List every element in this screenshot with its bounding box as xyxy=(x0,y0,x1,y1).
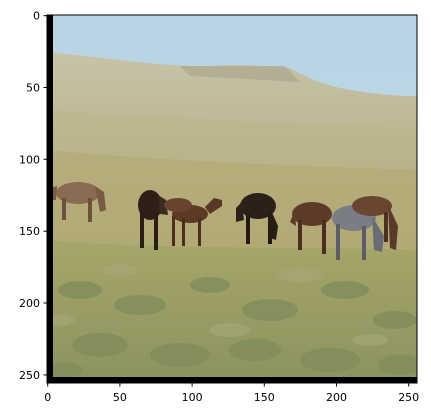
y-tick-label: 50 xyxy=(26,82,40,95)
x-axis: 0 50 100 150 200 250 xyxy=(44,383,419,404)
x-tick-label: 150 xyxy=(254,391,275,404)
x-tick-label: 100 xyxy=(182,391,203,404)
y-axis: 0 50 100 150 200 250 xyxy=(19,10,47,382)
y-tick-label: 200 xyxy=(19,297,40,310)
x-tick-label: 50 xyxy=(113,391,127,404)
x-tick-label: 0 xyxy=(44,391,51,404)
photo xyxy=(46,15,422,383)
left-border xyxy=(47,15,53,383)
y-tick-label: 150 xyxy=(19,225,40,238)
x-tick-label: 200 xyxy=(326,391,347,404)
x-tick-label: 250 xyxy=(398,391,419,404)
y-tick-label: 0 xyxy=(33,10,40,23)
bottom-border xyxy=(47,377,417,383)
y-tick-label: 100 xyxy=(19,153,40,166)
y-tick-label: 250 xyxy=(19,369,40,382)
